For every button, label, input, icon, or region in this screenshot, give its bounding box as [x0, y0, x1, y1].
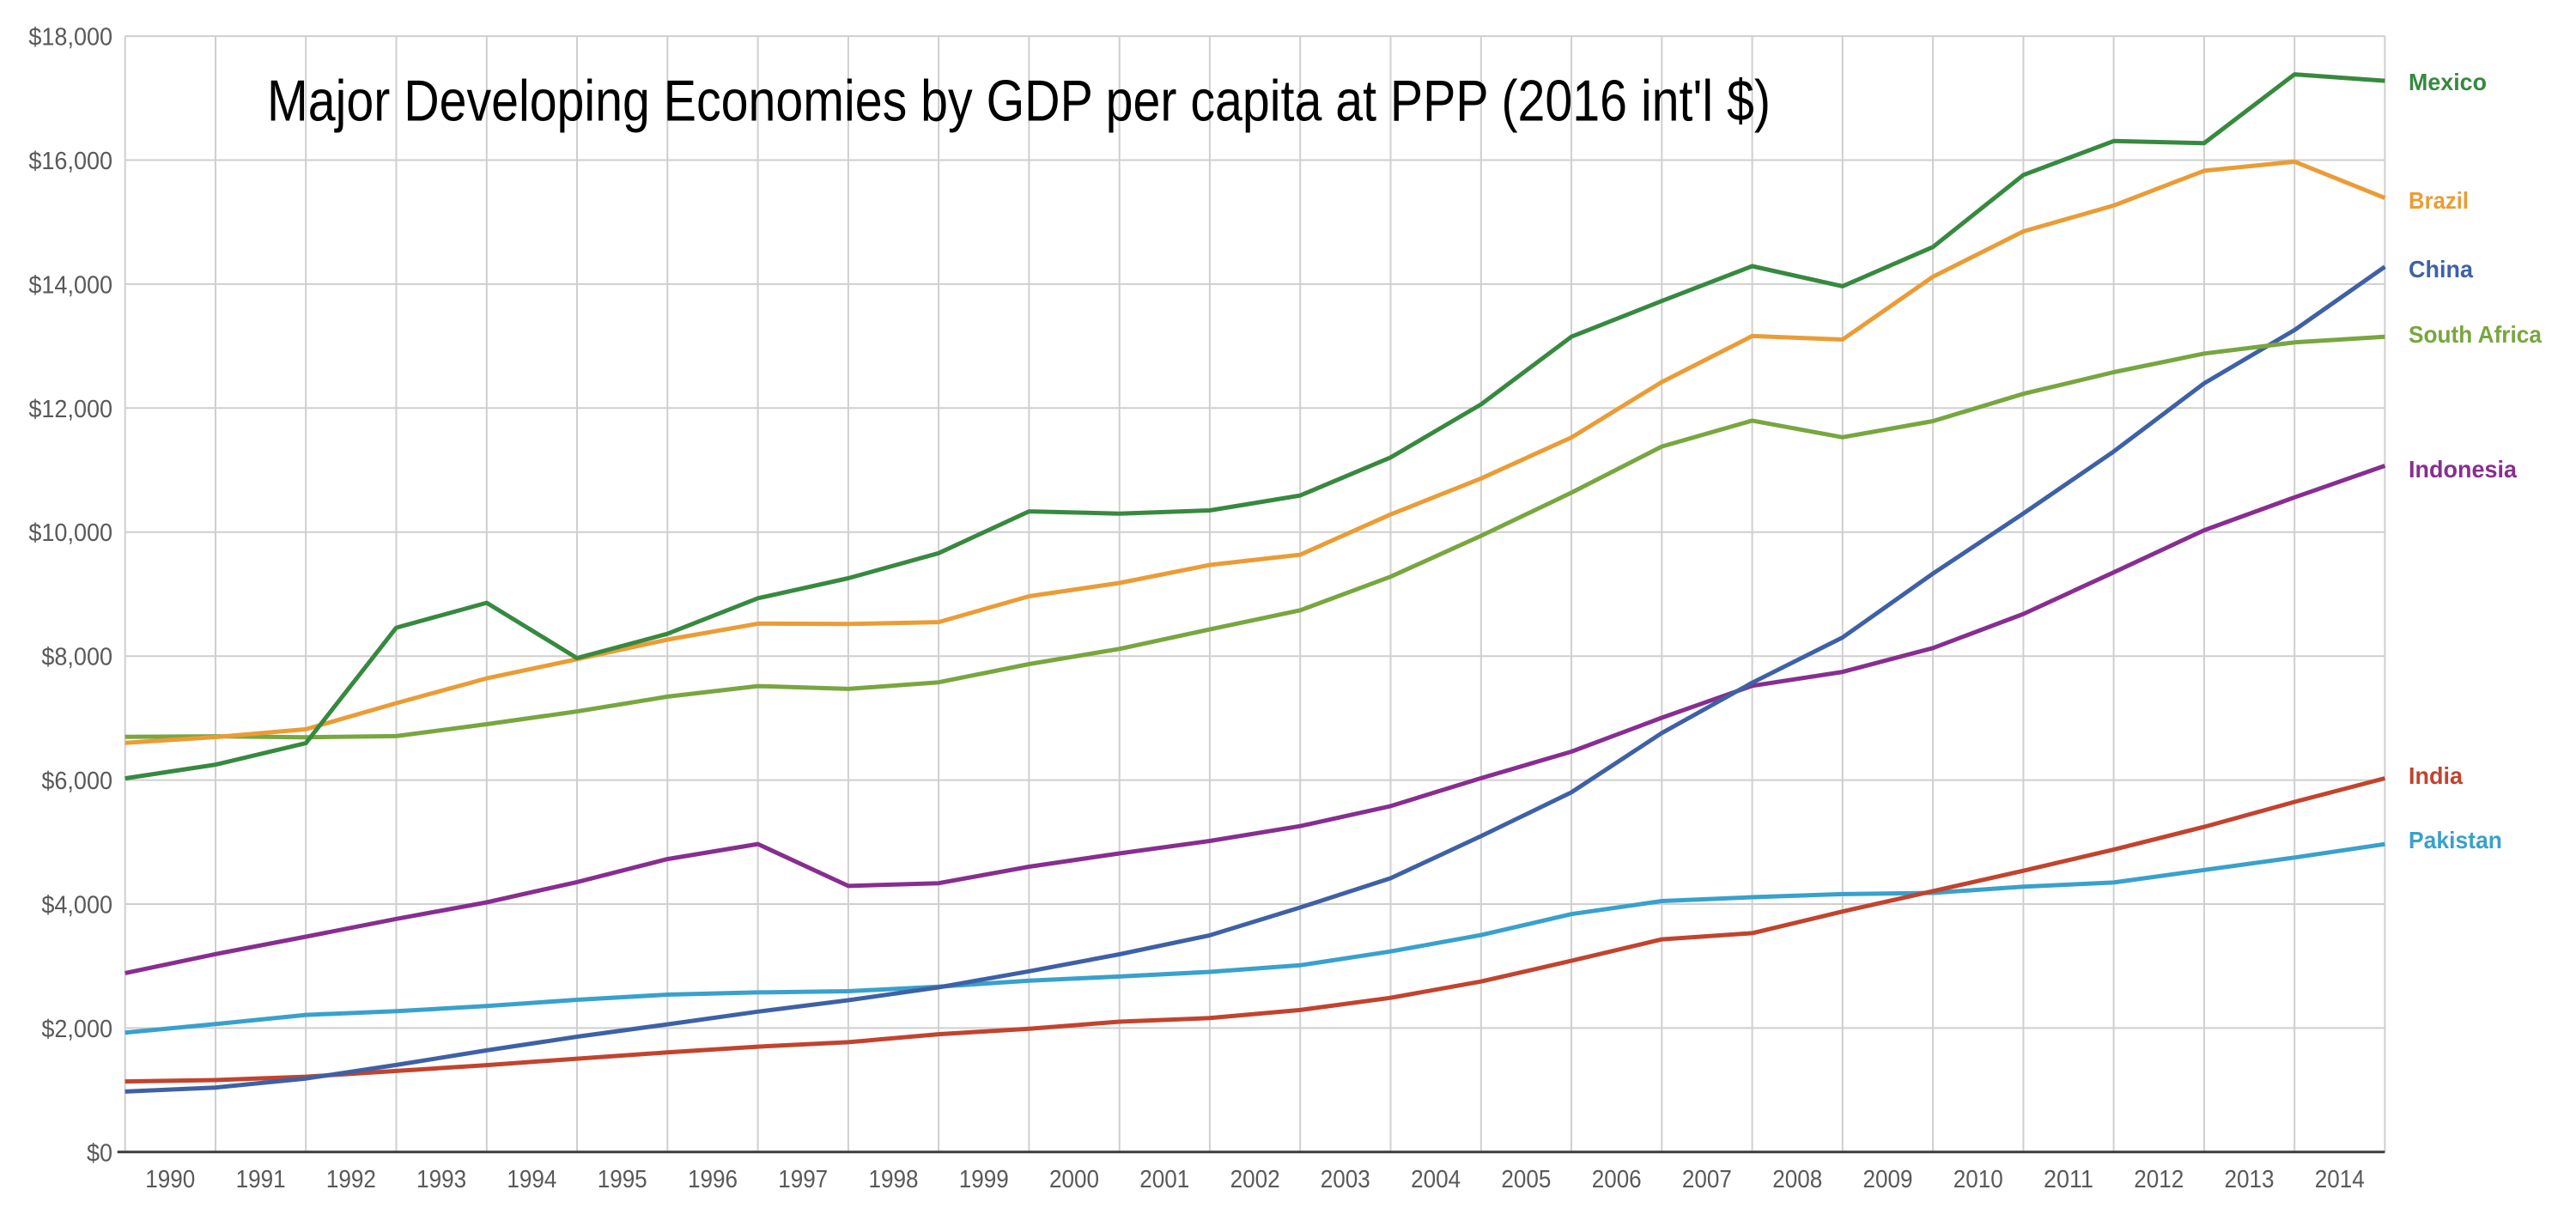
svg-text:1998: 1998: [869, 1166, 919, 1193]
svg-text:China: China: [2409, 256, 2474, 282]
svg-text:1992: 1992: [326, 1166, 376, 1193]
svg-text:South Africa: South Africa: [2409, 321, 2543, 348]
svg-text:1996: 1996: [688, 1166, 738, 1193]
svg-text:1990: 1990: [145, 1166, 195, 1193]
svg-text:$18,000: $18,000: [28, 24, 112, 52]
svg-text:2001: 2001: [1139, 1166, 1189, 1193]
svg-text:2012: 2012: [2134, 1166, 2184, 1193]
svg-text:1997: 1997: [778, 1166, 828, 1193]
svg-text:India: India: [2409, 762, 2464, 789]
svg-text:2010: 2010: [1953, 1166, 2003, 1193]
svg-text:1993: 1993: [416, 1166, 466, 1193]
svg-text:$4,000: $4,000: [41, 892, 112, 920]
svg-text:2004: 2004: [1411, 1166, 1461, 1193]
svg-text:Major Developing Economies by: Major Developing Economies by GDP per ca…: [267, 69, 1771, 134]
svg-text:1991: 1991: [236, 1166, 286, 1193]
svg-text:1994: 1994: [507, 1166, 556, 1193]
svg-text:$2,000: $2,000: [41, 1016, 112, 1043]
svg-text:2007: 2007: [1682, 1166, 1732, 1193]
svg-text:$10,000: $10,000: [28, 519, 112, 547]
svg-text:Indonesia: Indonesia: [2409, 456, 2518, 483]
svg-text:2011: 2011: [2044, 1166, 2093, 1193]
svg-text:2008: 2008: [1772, 1166, 1822, 1193]
svg-text:$6,000: $6,000: [41, 768, 112, 795]
svg-text:2014: 2014: [2315, 1166, 2365, 1193]
svg-text:1999: 1999: [959, 1166, 1009, 1193]
svg-text:2002: 2002: [1230, 1166, 1280, 1193]
svg-text:2013: 2013: [2225, 1166, 2275, 1193]
svg-text:Brazil: Brazil: [2409, 187, 2469, 214]
svg-text:Mexico: Mexico: [2409, 69, 2487, 95]
svg-text:2003: 2003: [1321, 1166, 1370, 1193]
svg-text:$14,000: $14,000: [28, 271, 112, 299]
svg-text:Pakistan: Pakistan: [2409, 827, 2502, 853]
svg-text:2009: 2009: [1863, 1166, 1913, 1193]
svg-text:2000: 2000: [1049, 1166, 1099, 1193]
svg-text:$16,000: $16,000: [28, 148, 112, 175]
svg-text:1995: 1995: [598, 1166, 647, 1193]
svg-text:$12,000: $12,000: [28, 396, 112, 423]
svg-text:$8,000: $8,000: [41, 644, 112, 671]
svg-text:$0: $0: [87, 1139, 112, 1167]
svg-text:2005: 2005: [1501, 1166, 1551, 1193]
svg-text:2006: 2006: [1592, 1166, 1642, 1193]
